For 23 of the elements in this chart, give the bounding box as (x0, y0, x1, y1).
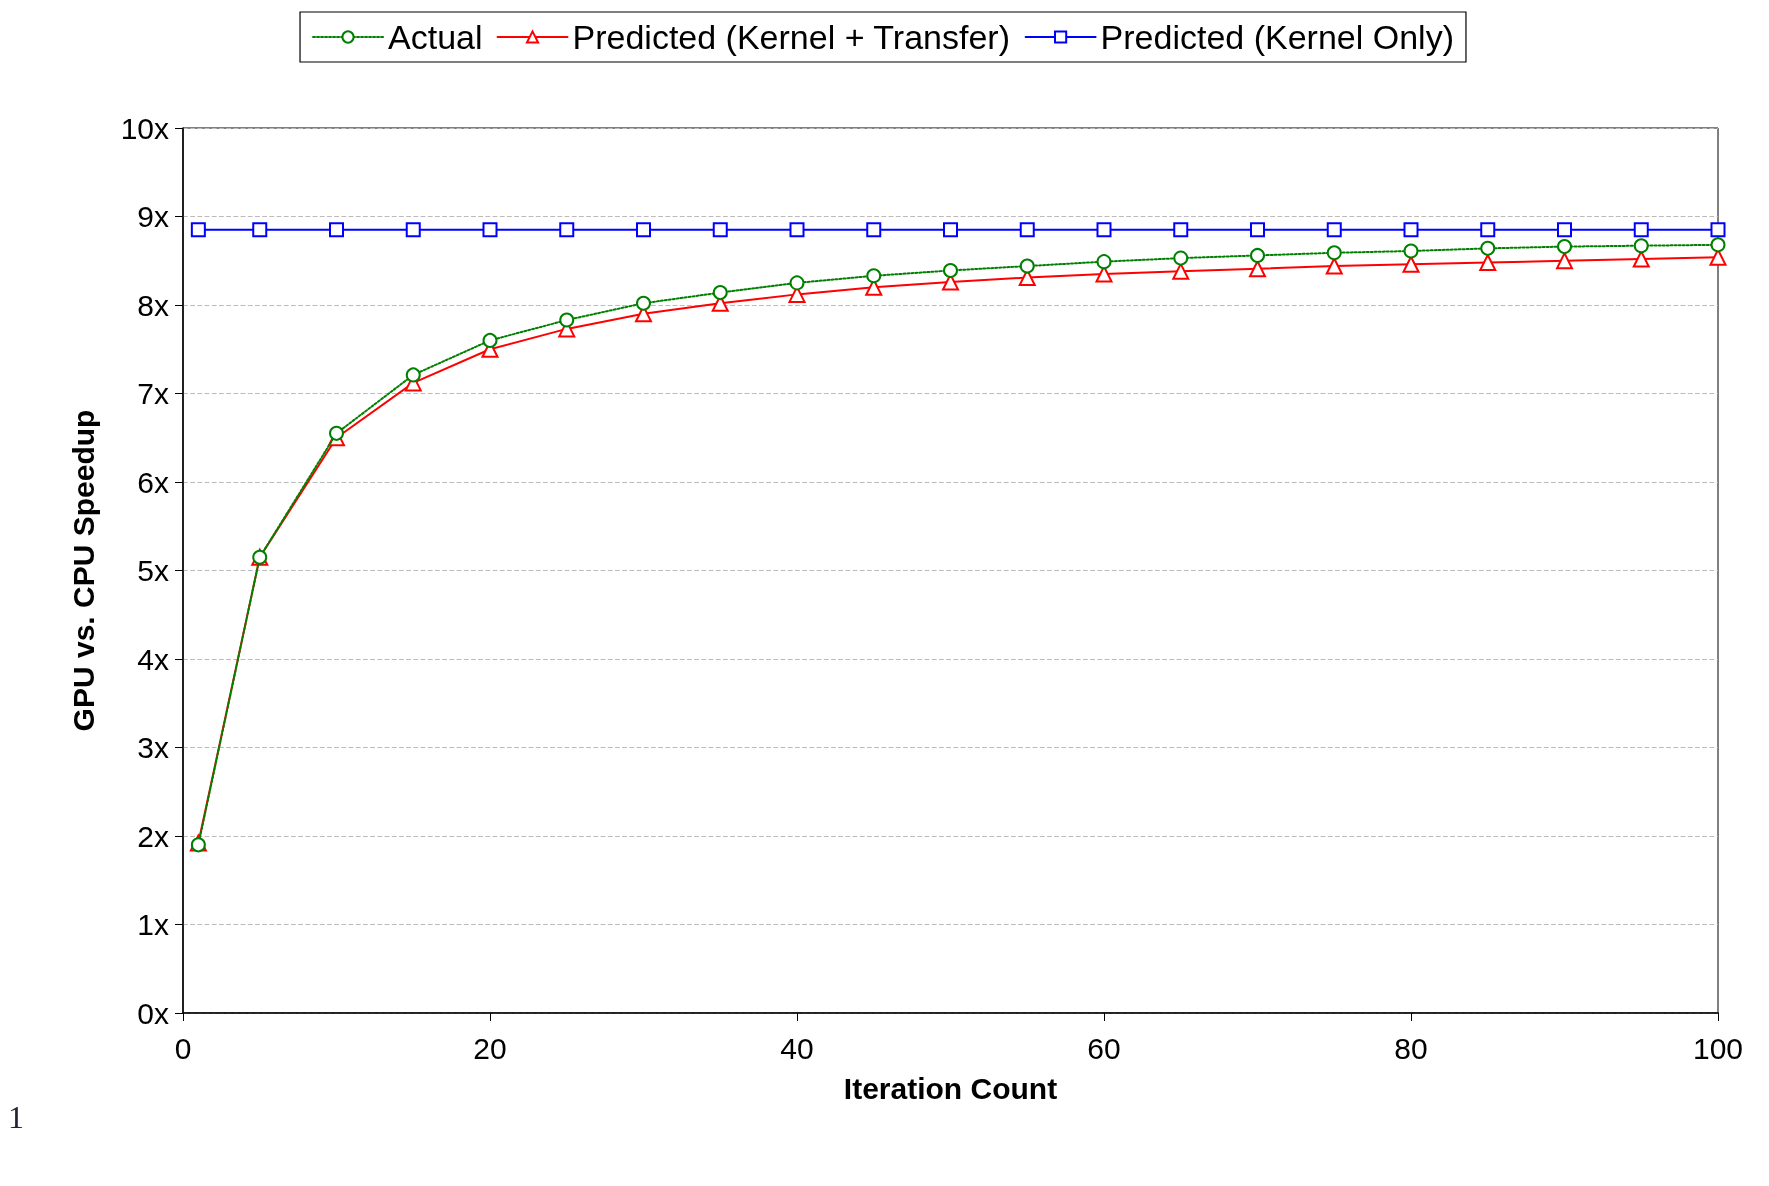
y-tick-label: 10x (120, 111, 169, 145)
y-tick-label: 6x (137, 465, 169, 499)
y-tick-label: 7x (137, 377, 169, 410)
y-tick-label: 9x (137, 200, 169, 233)
y-tick-label: 1x (137, 908, 169, 941)
x-tick-label: 40 (780, 1031, 814, 1065)
x-axis-title: Iteration Count (843, 1071, 1058, 1105)
y-tick-label: 2x (137, 819, 169, 853)
y-tick-label: 3x (137, 731, 169, 764)
x-tick-label: 20 (473, 1031, 507, 1065)
legend-label: Actual (388, 18, 483, 56)
y-axis-title: GPU vs. CPU Speedup (66, 409, 100, 732)
y-tick-label: 4x (137, 642, 169, 676)
x-tick-label: 60 (1087, 1031, 1121, 1065)
legend-label: Predicted (Kernel + Transfer) (572, 18, 1010, 56)
y-tick-label: 0x (137, 996, 169, 1030)
x-tick-label: 80 (1394, 1031, 1428, 1065)
legend-label: Predicted (Kernel Only) (1100, 18, 1454, 56)
y-tick-label: 5x (137, 554, 169, 587)
y-tick-label: 8x (137, 288, 169, 322)
x-tick-label: 0 (174, 1031, 192, 1065)
x-tick-label: 100 (1692, 1031, 1744, 1065)
text: 1 (8, 1099, 24, 1135)
